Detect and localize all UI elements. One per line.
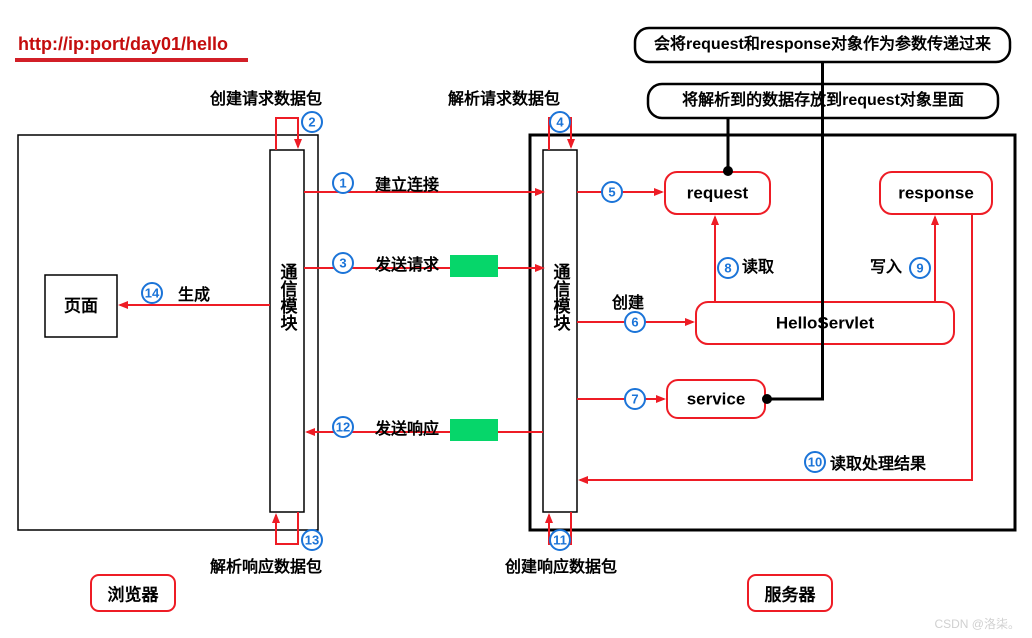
packet-request (450, 255, 498, 277)
browser-comm-label: 通信模块 (278, 263, 298, 332)
url-text: http://ip:port/day01/hello (18, 34, 228, 54)
browser-title: 浏览器 (108, 585, 160, 605)
service-label: service (687, 390, 746, 409)
svg-text:7: 7 (631, 392, 638, 407)
page-box-label: 页面 (64, 297, 98, 316)
arrow-2 (276, 118, 298, 150)
callout-params-text: 会将request和response对象作为参数传递过来 (654, 34, 992, 53)
svg-text:4: 4 (556, 115, 564, 130)
label-9: 写入 (870, 258, 902, 276)
arrow-10 (580, 214, 972, 480)
label-8: 读取 (742, 257, 774, 276)
label-2: 创建请求数据包 (209, 89, 322, 108)
server-comm-label: 通信模块 (551, 263, 571, 332)
svg-text:8: 8 (724, 261, 731, 276)
label-12: 发送响应 (374, 419, 439, 438)
server-comm-module (543, 150, 577, 512)
servlet-label: HelloServlet (776, 314, 875, 333)
svg-text:6: 6 (631, 315, 638, 330)
svg-text:12: 12 (336, 420, 350, 435)
svg-text:2: 2 (308, 115, 315, 130)
server-title: 服务器 (765, 585, 817, 605)
arrow-13 (276, 512, 298, 544)
svg-text:14: 14 (145, 286, 160, 301)
watermark: CSDN @洛柒。 (934, 616, 1020, 631)
label-14: 生成 (178, 285, 210, 304)
label-3: 发送请求 (374, 255, 440, 274)
svg-text:10: 10 (808, 455, 822, 470)
label-6: 创建 (611, 293, 644, 312)
request-label: request (687, 184, 749, 203)
svg-text:13: 13 (305, 533, 319, 548)
svg-text:5: 5 (608, 185, 615, 200)
callout2-dot (723, 166, 733, 176)
browser-comm-module (270, 150, 304, 512)
svg-text:11: 11 (553, 533, 567, 548)
callout1-dot (762, 394, 772, 404)
svg-text:3: 3 (339, 256, 346, 271)
packet-response (450, 419, 498, 441)
svg-text:1: 1 (339, 176, 346, 191)
label-4: 解析请求数据包 (448, 89, 560, 108)
label-11: 创建响应数据包 (504, 557, 617, 576)
label-10: 读取处理结果 (830, 454, 926, 473)
label-1: 建立连接 (375, 175, 439, 194)
response-label: response (898, 184, 974, 203)
label-13: 解析响应数据包 (210, 557, 322, 576)
svg-text:9: 9 (916, 261, 923, 276)
